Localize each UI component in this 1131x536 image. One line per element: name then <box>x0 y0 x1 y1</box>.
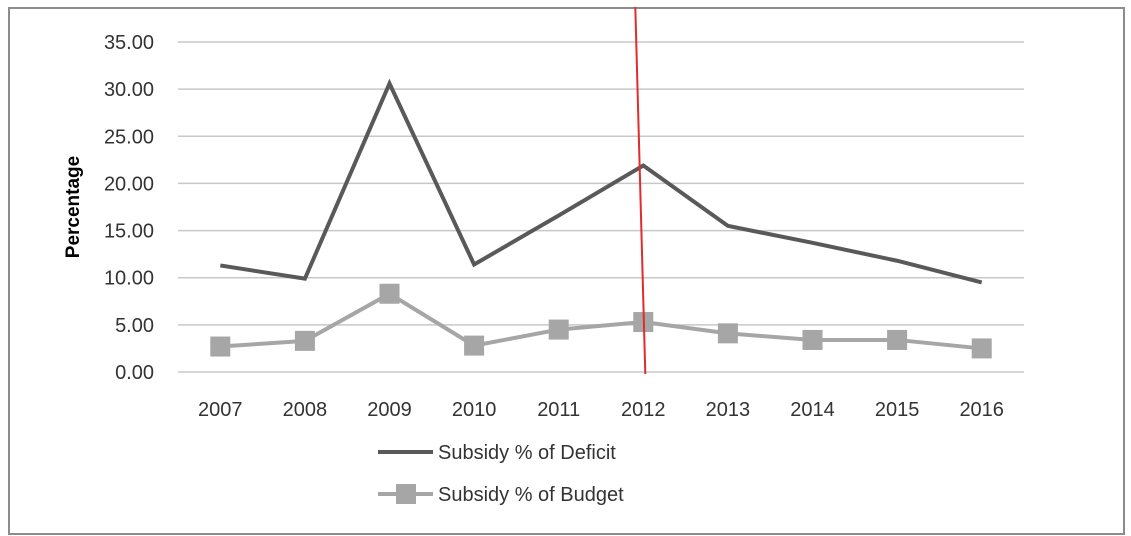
y-tick-label: 5.00 <box>115 315 154 337</box>
subsidy-budget-point <box>971 338 992 359</box>
x-axis-ticks: 2007 2008 2009 2010 2011 2012 2013 2014 2015 2016 <box>198 399 1004 421</box>
gridlines <box>178 41 1024 373</box>
x-tick-label: 2011 <box>537 399 580 421</box>
subsidy-budget-point <box>379 283 400 304</box>
y-tick-label: 20.00 <box>104 173 154 195</box>
x-tick-label: 2012 <box>621 399 666 421</box>
y-tick-label: 10.00 <box>104 268 154 290</box>
subsidy-budget-point <box>294 330 315 351</box>
subsidy-budget-point <box>802 329 823 350</box>
subsidy-budget-series-line <box>220 291 982 351</box>
subsidy-budget-point <box>210 336 231 357</box>
y-axis-title: Percentage <box>63 156 84 258</box>
x-tick-label: 2010 <box>452 399 497 421</box>
y-axis-ticks: 0.00 5.00 10.00 15.00 20.00 25.00 30.00 35.00 <box>104 32 154 384</box>
y-tick-label: 30.00 <box>104 79 154 101</box>
x-tick-label: 2013 <box>706 399 751 421</box>
x-tick-label: 2015 <box>875 399 920 421</box>
y-tick-label: 25.00 <box>104 126 154 148</box>
subsidy-budget-point <box>887 329 908 350</box>
x-tick-label: 2014 <box>790 399 835 421</box>
reference-line <box>634 6 647 375</box>
reference-line-layer <box>634 6 647 375</box>
x-tick-label: 2007 <box>198 399 243 421</box>
y-tick-label: 35.00 <box>104 32 154 54</box>
subsidy-budget-point <box>717 323 738 344</box>
x-tick-label: 2016 <box>959 399 1004 421</box>
chart-frame-top-border <box>8 7 1125 9</box>
legend: Subsidy % of Deficit Subsidy % of Budget <box>378 442 624 506</box>
subsidy-budget-point <box>548 319 569 340</box>
y-tick-label: 0.00 <box>115 362 154 384</box>
legend-label-subsidy-budget: Subsidy % of Budget <box>438 484 624 506</box>
legend-marker-subsidy-budget <box>396 484 416 504</box>
x-tick-label: 2008 <box>283 399 328 421</box>
subsidy-budget-point <box>464 335 485 356</box>
legend-label-subsidy-deficit: Subsidy % of Deficit <box>438 442 616 464</box>
y-tick-label: 15.00 <box>104 221 154 243</box>
series-layer <box>210 78 992 359</box>
x-tick-label: 2009 <box>367 399 412 421</box>
subsidy-deficit-series-line <box>219 78 983 285</box>
